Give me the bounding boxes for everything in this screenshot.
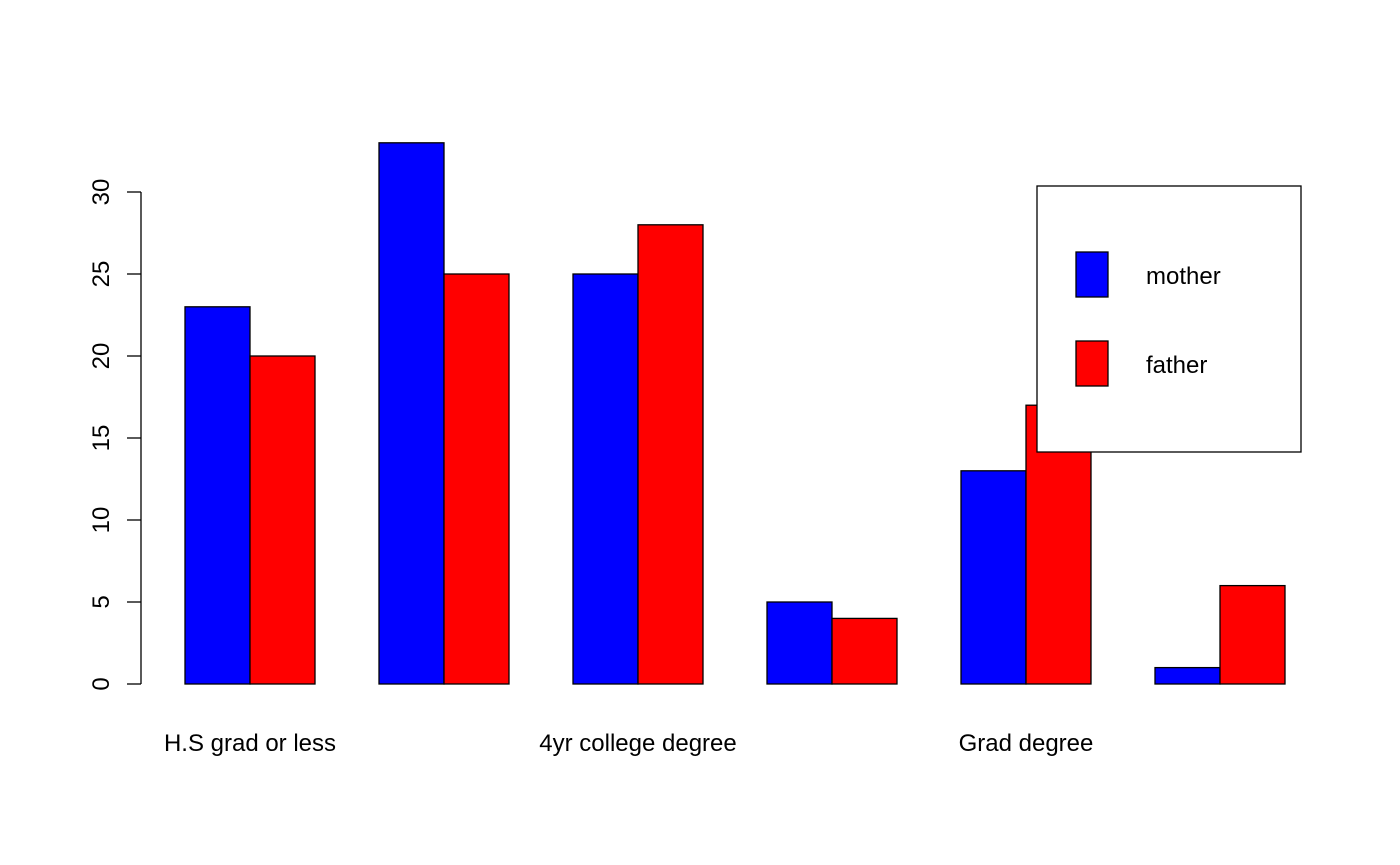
bars-layer (184, 142, 1286, 685)
bar-mother-1 (184, 306, 251, 685)
bar-father-1 (249, 355, 316, 685)
bar-mother-4 (766, 601, 833, 685)
y-tick-label-25: 25 (88, 261, 115, 288)
category-label-5: Grad degree (959, 730, 1094, 757)
y-tick-label-20: 20 (88, 343, 115, 370)
x-axis-labels: H.S grad or less 4yr college degree Grad d… (164, 730, 1093, 757)
legend-swatch-mother (1075, 251, 1109, 298)
y-tick-label-0: 0 (88, 677, 115, 690)
y-tick-label-5: 5 (88, 595, 115, 608)
legend-box (1036, 185, 1302, 453)
y-axis: 0 5 10 15 20 25 30 (88, 179, 142, 691)
category-label-3: 4yr college degree (539, 730, 736, 757)
y-tick-label-15: 15 (88, 425, 115, 452)
bar-father-2 (443, 273, 510, 685)
bar-father-6 (1219, 584, 1286, 685)
bar-father-3 (637, 224, 704, 685)
legend-label-mother: mother (1146, 263, 1221, 290)
bar-mother-2 (378, 142, 445, 685)
bar-father-4 (831, 617, 898, 685)
legend: mother father (1036, 185, 1302, 453)
legend-swatch-father (1075, 340, 1109, 387)
category-label-1: H.S grad or less (164, 730, 336, 757)
bar-mother-6 (1154, 666, 1221, 685)
legend-label-father: father (1146, 352, 1207, 379)
y-tick-label-30: 30 (88, 179, 115, 206)
bar-mother-3 (572, 273, 639, 685)
bar-mother-5 (960, 470, 1027, 685)
y-tick-label-10: 10 (88, 507, 115, 534)
